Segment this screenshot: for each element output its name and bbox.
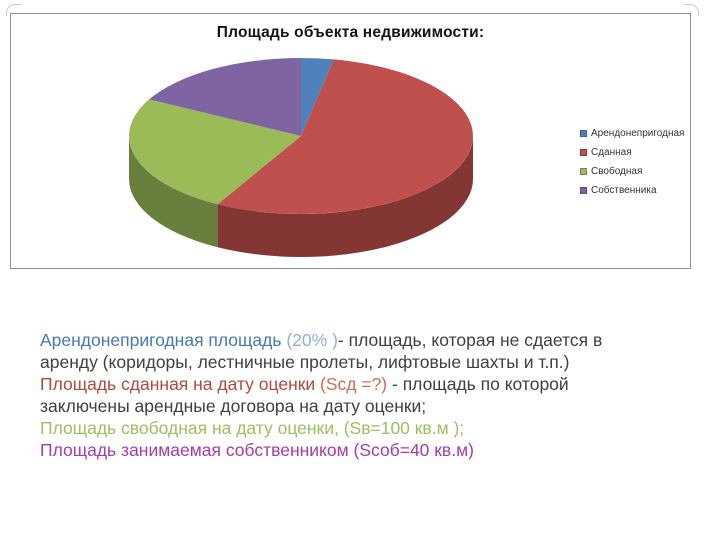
term-unrentable-area: Арендонепригодная площадь: [40, 330, 287, 350]
legend-label: Арендонепригодная: [591, 128, 685, 139]
legend-swatch-icon: [580, 130, 587, 137]
chart-title: Площадь объекта недвижимости:: [216, 24, 485, 41]
value-leased-area: (Sсд =?): [320, 374, 388, 394]
description-line-4: заключены арендные договора на дату оцен…: [40, 395, 700, 417]
pie-slice-0: [301, 57, 334, 136]
legend-label: Сданная: [591, 147, 632, 158]
legend-item: Арендонепригодная: [580, 124, 684, 143]
term-leased-area: Площадь сданная на дату оценки: [40, 374, 321, 394]
chart-frame: Площадь объекта недвижимости: Арендонепр…: [10, 13, 691, 269]
pie-slice-side-1: [217, 136, 473, 257]
term-free-area: Площадь свободная на дату оценки, (Sв=10…: [40, 418, 465, 438]
pie-3d: [129, 57, 473, 257]
chart-legend: Арендонепригодная Сданная Свободная Собс…: [580, 124, 684, 200]
legend-item: Свободная: [580, 162, 684, 181]
value-unrentable-percent: (20% ): [286, 330, 338, 350]
legend-label: Свободная: [591, 166, 643, 177]
legend-swatch-icon: [580, 149, 587, 156]
legend-item: Сданная: [580, 143, 684, 162]
description-line-3: Площадь сданная на дату оценки (Sсд =?) …: [40, 373, 700, 395]
description-text-run: аренду (коридоры, лестничные пролеты, ли…: [40, 352, 570, 372]
pie-slice-1: [217, 59, 473, 214]
description-line-2: аренду (коридоры, лестничные пролеты, ли…: [40, 351, 700, 373]
description-line-5: Площадь свободная на дату оценки, (Sв=10…: [40, 417, 700, 439]
description-text-run: - площадь, которая не сдается в: [337, 330, 603, 350]
term-owner-area: Площадь занимаемая собственником (Sсоб=4…: [40, 440, 474, 460]
description-text: Арендонепригодная площадь (20% )- площад…: [40, 329, 700, 461]
description-line-1: Арендонепригодная площадь (20% )- площад…: [40, 329, 700, 351]
pie-slice-3: [149, 58, 301, 136]
description-text-run: заключены арендные договора на дату оцен…: [40, 396, 427, 416]
description-text-run: - площадь по которой: [387, 374, 569, 394]
pie-chart: [129, 57, 473, 257]
legend-item: Собственника: [580, 181, 684, 200]
slide-corner-decoration-right: [684, 4, 699, 16]
slide-corner-decoration-left: [6, 4, 21, 16]
pie-slice-2: [129, 99, 301, 205]
legend-label: Собственника: [591, 185, 657, 196]
description-line-6: Площадь занимаемая собственником (Sсоб=4…: [40, 439, 700, 461]
legend-swatch-icon: [580, 187, 587, 194]
legend-swatch-icon: [580, 168, 587, 175]
pie-slice-side-2: [129, 136, 218, 248]
